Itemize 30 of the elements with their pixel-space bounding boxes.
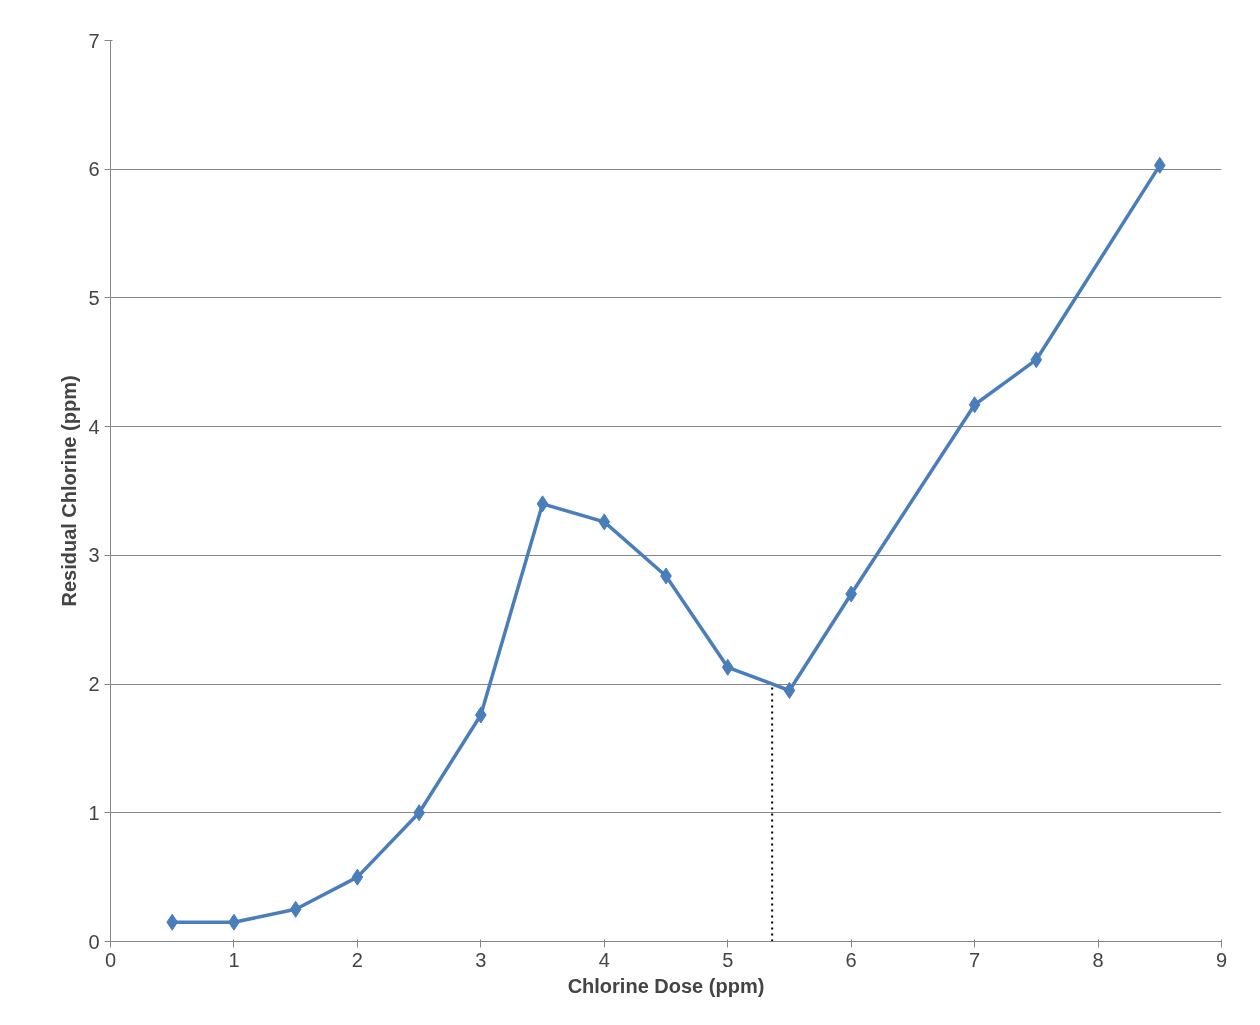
y-tick-label: 7 [88,29,100,52]
y-tick-label: 0 [88,930,100,953]
point [968,396,981,414]
x-tick-label: 3 [475,948,487,971]
y-tick-label: 5 [88,286,100,309]
x-tick-label: 1 [228,948,240,971]
y-axis-title: Residual Chlorine (ppm) [58,375,81,607]
y-tick-label: 2 [88,673,100,696]
point [166,913,179,931]
point [598,513,611,531]
y-tick-label: 4 [88,415,100,438]
point [1153,156,1166,174]
x-tick-label: 5 [722,948,734,971]
point [783,682,796,700]
y-tick-label: 3 [88,544,100,567]
point [1030,351,1043,369]
x-tick-label: 7 [969,948,981,971]
x-tick-label: 9 [1215,948,1228,971]
x-tick-label: 4 [598,948,610,971]
x-tick-label: 8 [1092,948,1104,971]
point [536,495,549,513]
point [351,868,364,886]
point [289,900,302,918]
x-tick-label: 2 [351,948,363,971]
y-tick-label: 1 [88,801,100,824]
x-tick-label: 6 [845,948,857,971]
y-tick-label: 6 [88,158,100,181]
x-tick-label: 0 [104,948,117,971]
x-axis-title: Chlorine Dose (ppm) [567,974,765,997]
point [721,658,734,676]
